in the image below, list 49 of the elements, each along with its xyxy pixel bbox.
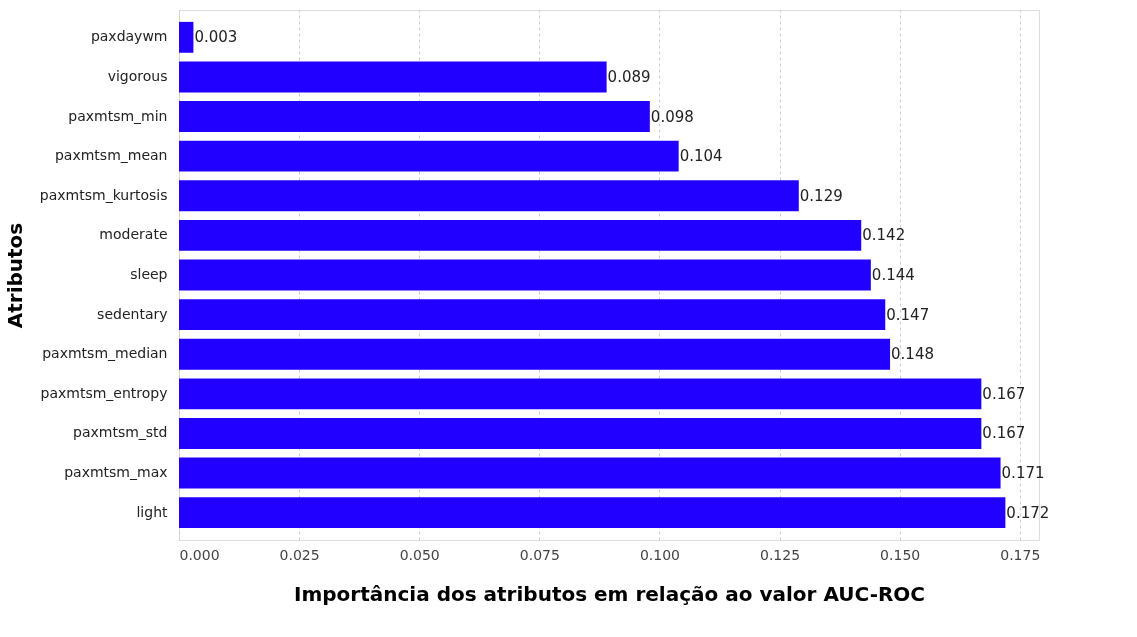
x-axis-title: Importância dos atributos em relação ao valor AUC-ROC bbox=[293, 581, 926, 606]
x-tick-label: 0.175 bbox=[1000, 546, 1041, 563]
y-axis-title: Atributos bbox=[2, 222, 27, 329]
y-tick-label: paxdaywm bbox=[90, 28, 168, 45]
y-tick-label: paxmtsm_max bbox=[64, 464, 168, 481]
x-tick-label: 0.150 bbox=[880, 546, 921, 563]
y-tick-label: sleep bbox=[130, 266, 168, 282]
y-tick-label: paxmtsm_median bbox=[42, 345, 168, 362]
bar bbox=[179, 180, 799, 212]
data-label: 0.171 bbox=[1001, 464, 1045, 483]
bar bbox=[179, 259, 871, 291]
bar bbox=[179, 21, 194, 53]
data-label: 0.104 bbox=[679, 147, 723, 166]
data-label: 0.129 bbox=[799, 186, 843, 205]
bar bbox=[179, 101, 650, 132]
x-tick-label: 0.100 bbox=[639, 546, 680, 563]
data-label: 0.167 bbox=[982, 384, 1026, 403]
data-label: 0.172 bbox=[1006, 503, 1050, 522]
data-label: 0.089 bbox=[607, 67, 651, 86]
bar bbox=[179, 61, 607, 93]
bar bbox=[179, 338, 891, 370]
x-tick-label: 0.025 bbox=[279, 546, 320, 563]
data-label: 0.144 bbox=[871, 266, 915, 284]
y-tick-label: light bbox=[136, 503, 169, 520]
y-tick-label: vigorous bbox=[107, 67, 168, 84]
y-tick-label: paxmtsm_mean bbox=[54, 147, 168, 164]
bar bbox=[179, 140, 679, 172]
data-label: 0.148 bbox=[891, 345, 935, 364]
bar bbox=[179, 418, 982, 449]
bar bbox=[179, 497, 1006, 529]
bar bbox=[179, 457, 1001, 489]
data-label: 0.167 bbox=[982, 424, 1026, 443]
y-tick-label: sedentary bbox=[97, 305, 168, 322]
bar bbox=[179, 378, 982, 410]
x-tick-label: 0.125 bbox=[760, 546, 801, 563]
data-label: 0.003 bbox=[194, 28, 238, 47]
y-tick-label: paxmtsm_min bbox=[68, 107, 168, 124]
y-tick-label: paxmtsm_kurtosis bbox=[39, 186, 168, 203]
bar bbox=[179, 219, 862, 251]
x-tick-label: 0.000 bbox=[179, 546, 220, 563]
data-label: 0.147 bbox=[886, 305, 930, 324]
data-label: 0.142 bbox=[862, 226, 906, 245]
data-label: 0.098 bbox=[650, 107, 694, 126]
y-tick-label: paxmtsm_entropy bbox=[40, 384, 168, 401]
bar bbox=[179, 299, 886, 331]
y-tick-label: paxmtsm_std bbox=[73, 424, 168, 441]
x-tick-label: 0.050 bbox=[399, 546, 440, 563]
x-tick-label: 0.075 bbox=[519, 546, 560, 563]
y-tick-label: moderate bbox=[99, 226, 168, 243]
